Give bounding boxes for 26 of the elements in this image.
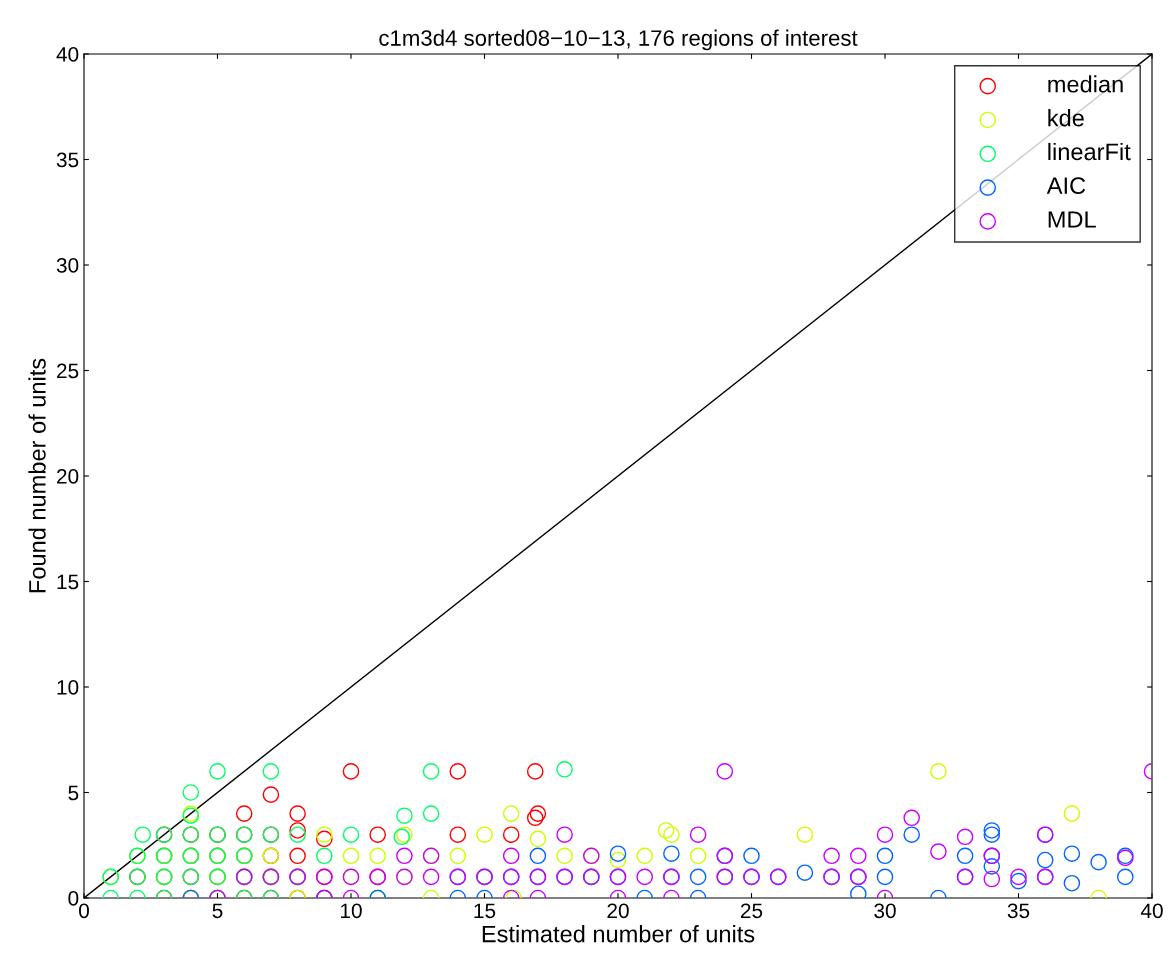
x-axis-title: Estimated number of units [482, 925, 755, 943]
x-tick-label: 15 [474, 903, 496, 919]
y-tick-label: 25 [57, 363, 79, 379]
x-tick-label: 30 [874, 903, 896, 919]
legend-label: MDL [1048, 211, 1096, 228]
y-tick-label: 15 [57, 574, 79, 590]
x-tick-label: 10 [341, 903, 362, 919]
chart-title: c1m3d4 sorted08−10−13, 176 regions of interest [379, 29, 858, 51]
y-tick-label: 5 [68, 785, 79, 801]
y-tick-label: 10 [57, 680, 79, 695]
y-tick-label: 40 [56, 47, 79, 62]
y-tick-label: 35 [56, 152, 79, 168]
y-tick-label: 20 [57, 469, 79, 484]
x-tick-label: 20 [607, 903, 629, 919]
legend-label: linearFit [1048, 142, 1131, 161]
legend-label: kde [1048, 109, 1084, 127]
x-tick-label: 35 [1007, 903, 1030, 919]
x-tick-label: 5 [212, 903, 223, 919]
x-tick-label: 25 [740, 903, 763, 919]
y-tick-label: 30 [56, 258, 79, 273]
legend-label: AIC [1046, 177, 1086, 195]
x-tick-label: 40 [1140, 903, 1163, 919]
x-tick-label: 0 [79, 903, 89, 919]
legend-label: median [1048, 75, 1123, 93]
y-tick-label: 0 [68, 891, 79, 906]
y-axis-title: Found number of units [28, 358, 46, 593]
